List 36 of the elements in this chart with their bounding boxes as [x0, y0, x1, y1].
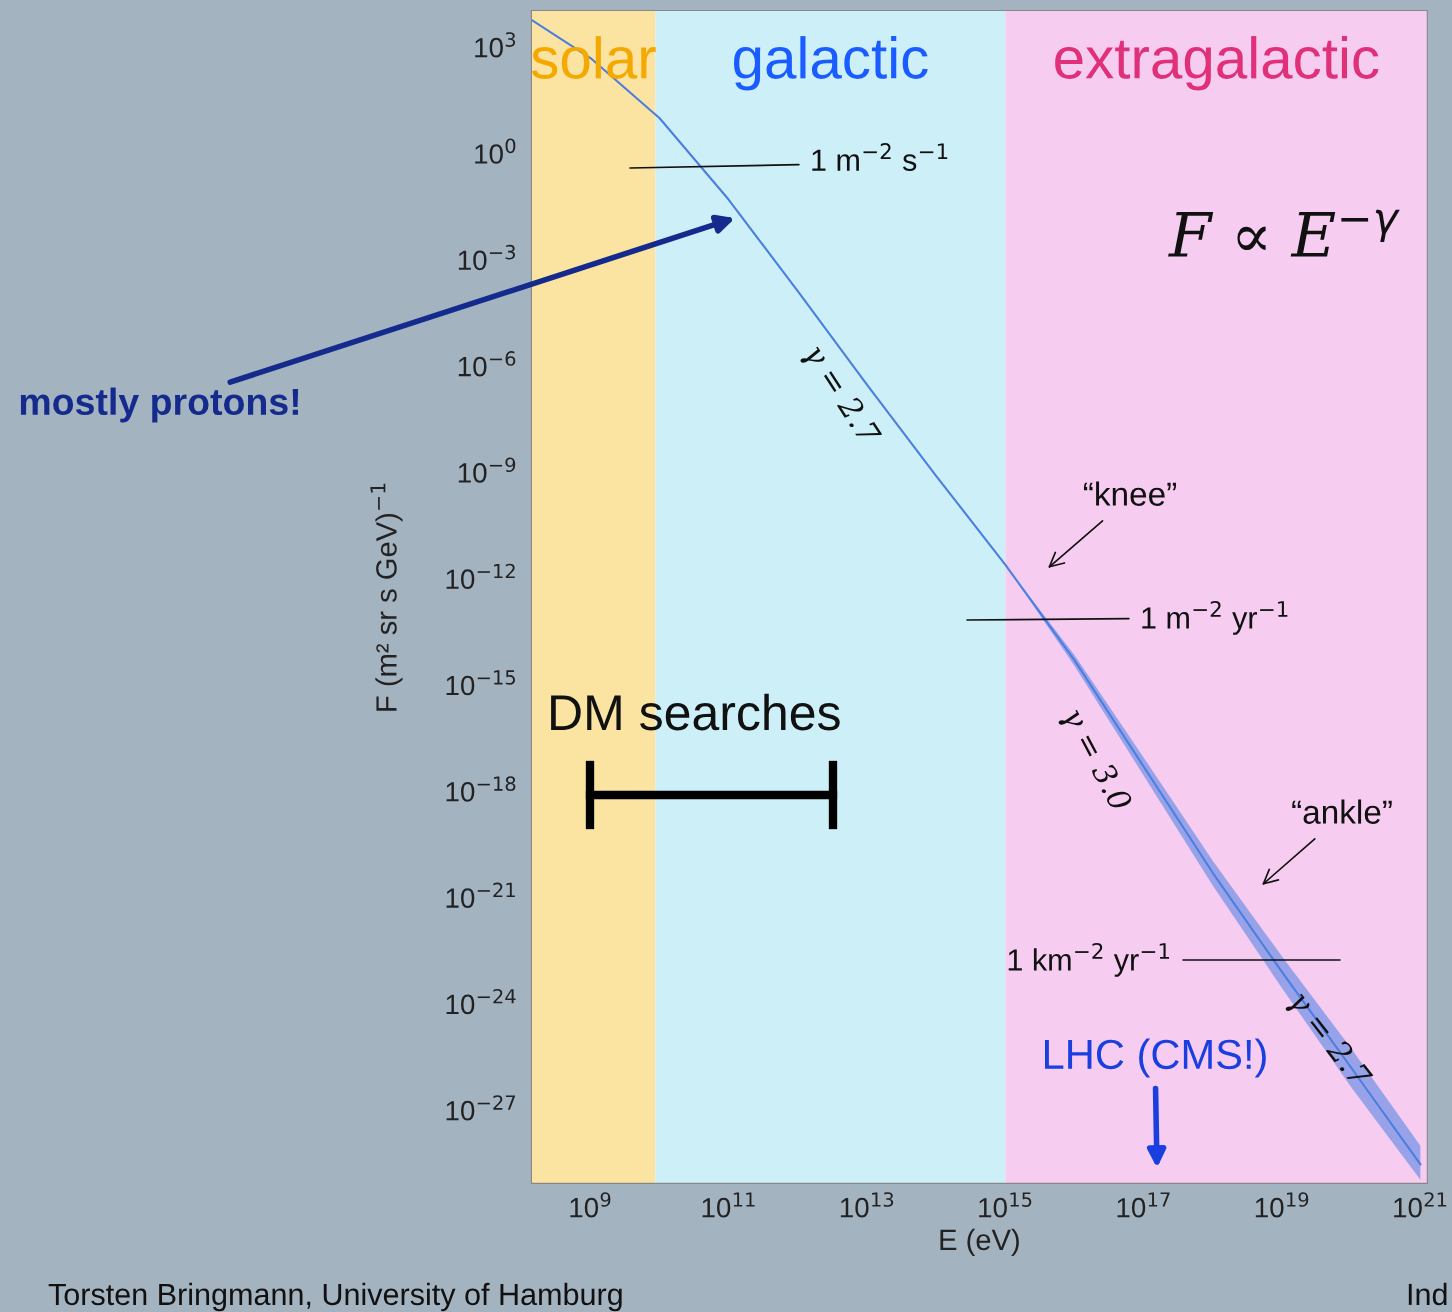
y-tick-label: 10$^{−12}$ [446, 563, 515, 590]
y-tick-label: 10$^{−9}$ [458, 457, 516, 483]
x-tick-label: 10$^{17}$ [1117, 1192, 1170, 1218]
x-axis-title: E (eV) [940, 1228, 1019, 1256]
x-tick-label: 10$^{15}$ [979, 1192, 1032, 1218]
y-tick-label: 10$^{−3}$ [458, 244, 515, 271]
annotation: γ = 2.7 [1283, 989, 1374, 1094]
y-tick-label: 10$^{−15}$ [446, 670, 515, 696]
y-tick-label: 10$^{0}$ [475, 138, 516, 164]
y-tick-label: 10$^{−24}$ [446, 988, 516, 1015]
annotation: F ∝ E$^{−γ}$ [1168, 209, 1400, 257]
annotation: 1 m$^{−2}$ s$^{−1}$ [812, 143, 948, 171]
text: Torsten Bringmann, University of Hamburg [48, 1282, 622, 1312]
x-tick-label: 10$^{13}$ [840, 1192, 894, 1218]
annotation: “ankle” [1292, 799, 1392, 824]
y-tick-label: 10$^{−18}$ [446, 776, 516, 802]
annotation: LHC (CMS!) [1045, 1038, 1266, 1078]
text: mostly protons! [20, 387, 299, 423]
annotation: γ = 2.7 [798, 342, 883, 450]
y-tick-label: 10$^{−21}$ [446, 882, 515, 908]
annotation: DM searches [551, 693, 840, 731]
x-tick-label: 10$^{19}$ [1255, 1192, 1309, 1218]
band-label: extragalactic [1055, 36, 1379, 91]
annotation: 1 m$^{−2}$ yr$^{−1}$ [1142, 600, 1288, 635]
text: Ind [1408, 1282, 1447, 1306]
x-tick-label: 10$^{9}$ [570, 1192, 611, 1218]
annotation: γ = 3.0 [1057, 706, 1134, 815]
band-label: galactic [734, 36, 928, 91]
x-tick-label: 10$^{21}$ [1394, 1192, 1447, 1218]
y-tick-label: 10$^{3}$ [475, 32, 516, 58]
y-tick-label: 10$^{−27}$ [446, 1095, 516, 1121]
annotation: 1 km$^{−2}$ yr$^{−1}$ [1008, 942, 1170, 977]
x-tick-label: 10$^{11}$ [702, 1192, 755, 1218]
y-tick-label: 10$^{−6}$ [458, 351, 516, 377]
y-axis-title: F (m² sr s GeV)$^{−1}$ [370, 483, 403, 711]
annotation: “knee” [1083, 481, 1177, 506]
